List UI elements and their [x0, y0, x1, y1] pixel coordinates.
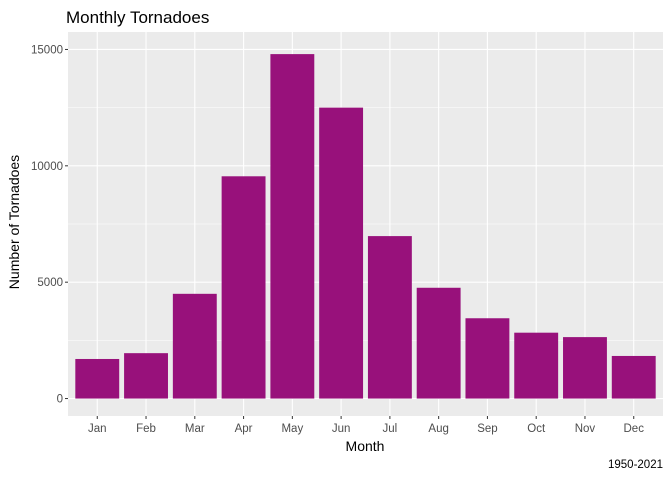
bar-aug	[416, 287, 461, 399]
y-tick-label: 0	[57, 394, 63, 406]
y-axis-title: Number of Tornadoes	[6, 155, 22, 289]
x-tick-label: Feb	[136, 423, 156, 435]
bar-jul	[367, 236, 412, 399]
x-tick-label: Jul	[383, 423, 398, 435]
bar-apr	[221, 176, 266, 399]
x-tick-label: Dec	[624, 423, 645, 435]
bar-oct	[514, 332, 559, 399]
y-tick-label: 15000	[31, 44, 63, 56]
y-tick-label: 10000	[31, 161, 63, 173]
y-axis: 0 5000 10000 15000	[31, 44, 68, 406]
bar-nov	[563, 337, 607, 399]
bar-may	[270, 54, 315, 399]
x-tick-label: May	[281, 423, 303, 435]
chart-caption: 1950-2021	[608, 459, 663, 471]
x-tick-label: Nov	[575, 423, 596, 435]
x-tick-label: Mar	[185, 423, 205, 435]
x-tick-label: Oct	[527, 423, 546, 435]
bars	[75, 54, 656, 399]
x-tick-label: Apr	[235, 423, 253, 435]
x-tick-label: Sep	[477, 423, 497, 435]
bar-sep	[465, 318, 510, 399]
bar-mar	[172, 293, 217, 399]
bar-dec	[611, 355, 656, 399]
chart-title: Monthly Tornadoes	[66, 8, 209, 27]
x-tick-label: Jun	[332, 423, 351, 435]
y-tick-label: 5000	[37, 277, 63, 289]
x-axis: Jan Feb Mar Apr May Jun Jul Aug Sep Oct Nov Dec	[88, 416, 644, 435]
x-tick-label: Jan	[88, 423, 107, 435]
x-axis-title: Month	[346, 438, 385, 454]
x-tick-label: Aug	[428, 423, 448, 435]
bar-feb	[124, 353, 168, 399]
bar-jan	[75, 358, 120, 399]
bar-jun	[319, 107, 364, 399]
